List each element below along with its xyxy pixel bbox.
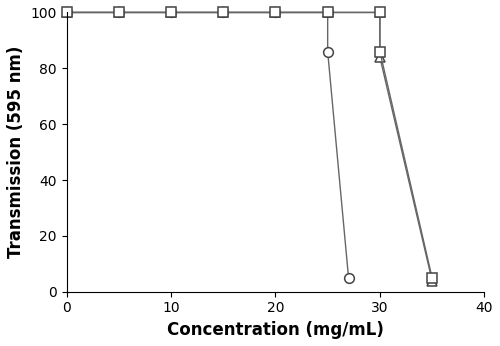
- beta-CD-SH600: [220, 10, 226, 15]
- Line: beta-CD: beta-CD: [62, 8, 354, 283]
- beta-CD: [116, 10, 122, 15]
- beta-CD-SH1200: [168, 10, 174, 15]
- beta-CD-SH600: [324, 10, 330, 15]
- beta-CD-SH600: [377, 55, 383, 59]
- X-axis label: Concentration (mg/mL): Concentration (mg/mL): [167, 321, 384, 339]
- beta-CD-SH1200: [324, 10, 330, 15]
- beta-CD-SH600: [377, 10, 383, 15]
- beta-CD: [220, 10, 226, 15]
- beta-CD: [324, 49, 330, 54]
- beta-CD-SH1200: [377, 10, 383, 15]
- beta-CD-SH600: [64, 10, 70, 15]
- beta-CD-SH1200: [220, 10, 226, 15]
- beta-CD-SH600: [429, 279, 435, 283]
- beta-CD-SH1200: [116, 10, 122, 15]
- beta-CD: [324, 10, 330, 15]
- beta-CD: [272, 10, 278, 15]
- beta-CD-SH1200: [429, 276, 435, 280]
- beta-CD-SH1200: [64, 10, 70, 15]
- Y-axis label: Transmission (595 nm): Transmission (595 nm): [7, 46, 25, 258]
- beta-CD-SH1200: [377, 49, 383, 54]
- Line: beta-CD-SH600: beta-CD-SH600: [62, 8, 437, 285]
- beta-CD: [64, 10, 70, 15]
- beta-CD-SH600: [116, 10, 122, 15]
- Line: beta-CD-SH1200: beta-CD-SH1200: [62, 8, 437, 283]
- beta-CD-SH1200: [272, 10, 278, 15]
- beta-CD-SH600: [272, 10, 278, 15]
- beta-CD-SH600: [168, 10, 174, 15]
- beta-CD: [346, 276, 352, 280]
- beta-CD: [168, 10, 174, 15]
